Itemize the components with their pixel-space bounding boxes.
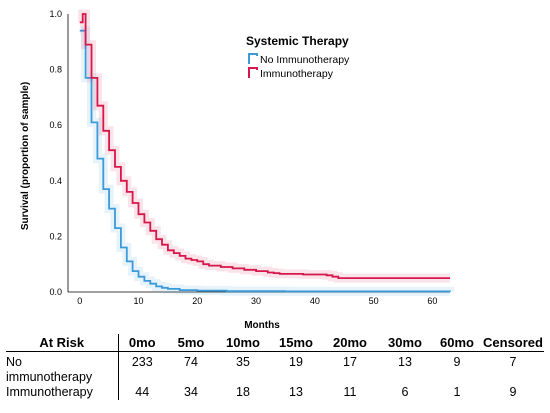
survival-chart: 0 10 20 30 40 50 60 0.0 0.2 0.4 0.6 0.8 1.0 Months S… (20, 9, 455, 330)
risk-header-20mo: 20mo (322, 334, 378, 352)
risk-row-label-line2: immunotherapy (6, 370, 93, 384)
risk-cell: 9 (509, 385, 517, 399)
x-tick-label: 0 (77, 296, 82, 306)
survival-curves (78, 9, 455, 296)
risk-header-10mo: 10mo (216, 334, 270, 352)
risk-header-15mo: 15mo (270, 334, 322, 352)
at-risk-table: At Risk 0mo 5mo 10mo 15mo 20mo 30mo 60mo… (6, 334, 544, 400)
risk-cell: 19 (289, 355, 303, 369)
table-row: Immunotherapy 44 34 18 13 11 6 1 9 (6, 385, 544, 400)
y-tick-label: 0.8 (49, 65, 62, 75)
risk-row-label: No immunotherapy (6, 351, 119, 385)
y-tick-label: 0.6 (49, 120, 62, 130)
risk-header-at-risk: At Risk (6, 334, 119, 352)
risk-cell: 74 (184, 355, 198, 369)
legend-swatch-no-immunotherapy (248, 53, 258, 64)
risk-cell: 18 (236, 385, 250, 399)
tick-labels: 0 10 20 30 40 50 60 0.0 0.2 0.4 0.6 0.8 1.0 (49, 9, 437, 306)
risk-header-30mo: 30mo (378, 334, 432, 352)
legend-swatch-immunotherapy (248, 67, 258, 78)
risk-header-5mo: 5mo (166, 334, 216, 352)
risk-cell: 13 (289, 385, 303, 399)
x-tick-label: 60 (427, 296, 437, 306)
y-axis-title: Survival (proportion of sample) (20, 82, 31, 230)
risk-cell: 1 (453, 385, 461, 399)
risk-cell: 17 (343, 355, 357, 369)
survival-curve-no-immunotherapy (79, 29, 451, 293)
x-tick-label: 30 (251, 296, 261, 306)
risk-header-censored: Censored (482, 334, 544, 352)
legend-label-no-immunotherapy: No Immunotherapy (260, 54, 350, 66)
risk-cell: 34 (184, 385, 198, 399)
risk-row-label: Immunotherapy (6, 385, 119, 400)
risk-header-0mo: 0mo (118, 334, 166, 352)
risk-row-label-line1: No (6, 355, 22, 369)
risk-cell: 35 (236, 355, 250, 369)
y-tick-label: 0.4 (49, 176, 62, 186)
risk-cell: 11 (343, 385, 357, 399)
legend-title: Systemic Therapy (246, 34, 349, 48)
legend-label-immunotherapy: Immunotherapy (260, 68, 334, 80)
table-row: No immunotherapy 233 74 35 19 17 13 9 7 (6, 351, 544, 385)
x-tick-label: 50 (369, 296, 379, 306)
risk-cell: 44 (135, 385, 150, 399)
risk-cell: 9 (453, 355, 461, 369)
risk-cell: 7 (509, 355, 517, 369)
risk-row-label-line1: Immunotherapy (6, 385, 93, 399)
x-tick-label: 10 (134, 296, 144, 306)
risk-table-header-row: At Risk 0mo 5mo 10mo 15mo 20mo 30mo 60mo… (6, 334, 544, 352)
risk-cell: 233 (131, 355, 153, 369)
risk-cell: 13 (398, 355, 412, 369)
legend: Systemic Therapy No Immunotherapy Immuno… (246, 34, 350, 80)
y-tick-label: 1.0 (49, 9, 62, 19)
risk-cell: 6 (401, 385, 409, 399)
x-tick-label: 20 (192, 296, 202, 306)
x-tick-label: 40 (310, 296, 320, 306)
x-axis-title: Months (244, 320, 280, 330)
survival-curve-immunotherapy (79, 13, 450, 279)
y-tick-label: 0.2 (49, 231, 62, 241)
y-tick-label: 0.0 (49, 287, 62, 297)
risk-header-60mo: 60mo (432, 334, 482, 352)
